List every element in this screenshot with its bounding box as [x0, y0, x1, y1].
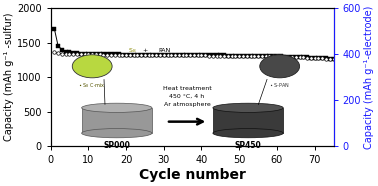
Text: $\bullet$ S$_8$ C-mix: $\bullet$ S$_8$ C-mix — [79, 81, 106, 90]
Text: Heat treatment: Heat treatment — [163, 86, 211, 91]
Ellipse shape — [82, 103, 152, 112]
Text: SP450: SP450 — [235, 141, 262, 150]
Ellipse shape — [213, 103, 283, 112]
X-axis label: Cycle number: Cycle number — [139, 168, 245, 182]
Bar — [213, 108, 283, 133]
Bar — [82, 108, 152, 133]
Text: S$_8$: S$_8$ — [128, 46, 136, 55]
Text: $\bullet$ S-PAN: $\bullet$ S-PAN — [269, 81, 290, 89]
Ellipse shape — [260, 55, 300, 78]
Y-axis label: Capacity (mAh g⁻¹-electrode): Capacity (mAh g⁻¹-electrode) — [364, 5, 374, 149]
Text: SP000: SP000 — [103, 141, 130, 150]
Text: 450 °C, 4 h: 450 °C, 4 h — [169, 94, 205, 99]
Text: +: + — [142, 48, 147, 53]
Ellipse shape — [82, 129, 152, 138]
Text: Ar atmosphere: Ar atmosphere — [164, 102, 211, 107]
Ellipse shape — [72, 55, 112, 78]
Text: PAN: PAN — [159, 48, 171, 53]
Ellipse shape — [213, 129, 283, 138]
Y-axis label: Capacity (mAh g⁻¹ -sulfur): Capacity (mAh g⁻¹ -sulfur) — [4, 13, 14, 141]
